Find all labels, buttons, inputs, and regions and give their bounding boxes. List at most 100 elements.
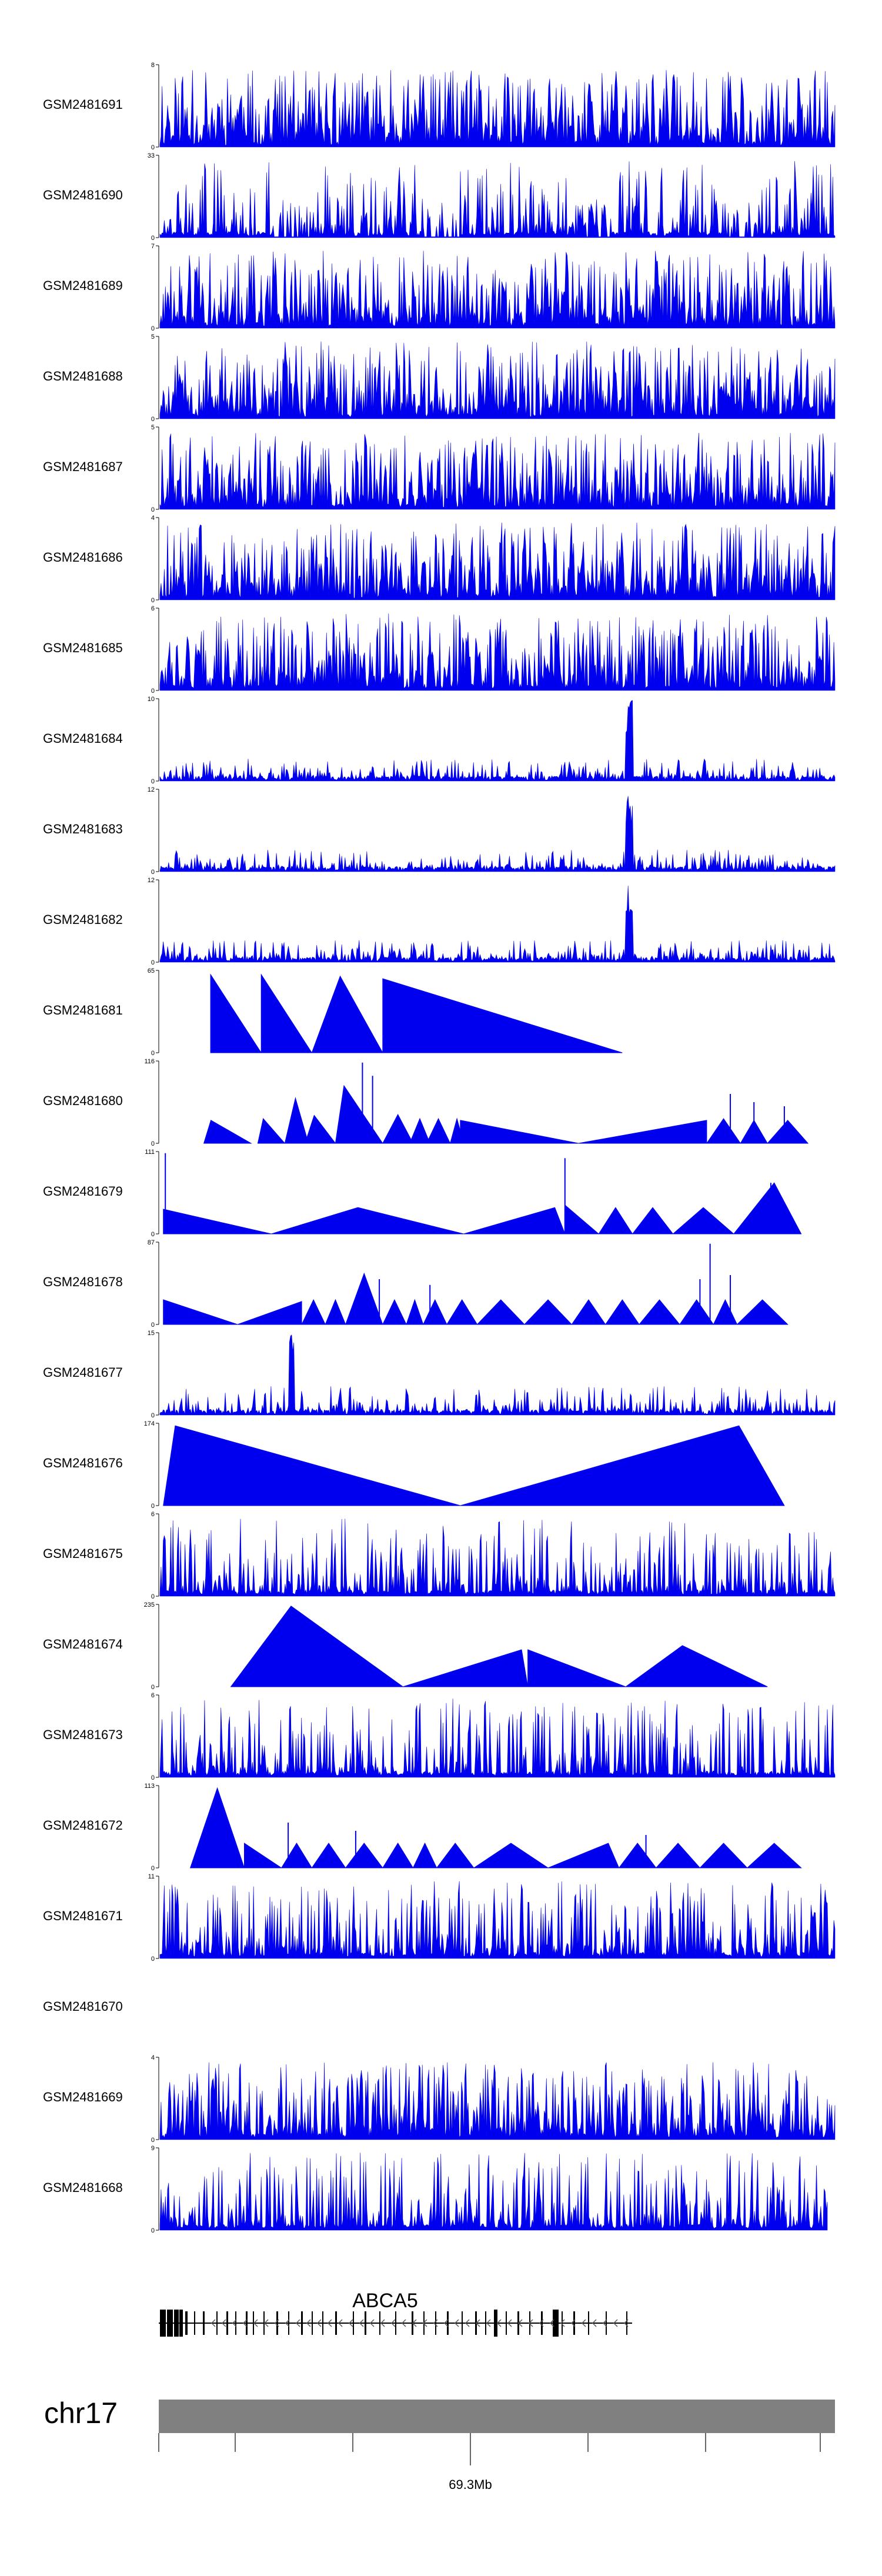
y-tick-label-zero: 0	[151, 688, 155, 695]
gene-exon	[588, 2311, 589, 2335]
signal-peak	[163, 1299, 238, 1325]
track-label: GSM2481670	[43, 1999, 123, 2014]
y-tick-label-max: 116	[144, 1058, 155, 1065]
track-label: GSM2481672	[43, 1818, 123, 1833]
signal-coverage	[159, 251, 836, 329]
strand-arrow	[253, 2319, 258, 2327]
gene-exon	[379, 2311, 380, 2335]
strand-arrow	[517, 2319, 523, 2327]
signal-coverage	[159, 2153, 828, 2231]
signal-peak	[547, 1843, 620, 1868]
signal-peak	[403, 1649, 529, 1687]
track-GSM2481684: GSM2481684 10 0	[43, 696, 836, 785]
signal-peak	[463, 1207, 566, 1234]
y-tick-label-zero: 0	[151, 959, 155, 966]
signal-coverage	[159, 1881, 836, 1959]
track-GSM2481688: GSM2481688 5 0	[43, 333, 836, 423]
signal-peak	[476, 1299, 526, 1325]
signal-coverage	[159, 1519, 836, 1597]
signal-peak	[382, 1299, 407, 1325]
strand-arrow	[338, 2319, 343, 2327]
track-GSM2481683: GSM2481683 12 0	[43, 786, 836, 876]
signal-coverage	[159, 341, 836, 419]
signal-peak	[325, 1299, 346, 1325]
track-GSM2481671: GSM2481671 11 0	[43, 1873, 836, 1963]
gene-exon	[335, 2311, 337, 2335]
signal-peak	[409, 1117, 430, 1144]
strand-arrow	[623, 2319, 629, 2327]
gene-exon	[312, 2311, 313, 2335]
gene-exon	[365, 2311, 366, 2335]
ideogram-track: chr17 69.3Mb	[44, 2397, 835, 2492]
signal-peak	[679, 1299, 714, 1325]
gene-exon	[216, 2311, 218, 2335]
signal-peak	[733, 1182, 802, 1234]
track-label: GSM2481682	[43, 912, 123, 927]
y-tick-label-zero: 0	[151, 2227, 155, 2234]
track-label: GSM2481676	[43, 1456, 123, 1470]
track-label: GSM2481668	[43, 2180, 123, 2195]
signal-peak	[345, 1272, 383, 1325]
y-tick-label-max: 33	[148, 152, 155, 159]
signal-peak	[301, 1299, 326, 1325]
y-tick-label-max: 5	[151, 424, 155, 431]
signal-peak	[203, 1120, 252, 1144]
gene-exon	[435, 2311, 436, 2335]
strand-arrow	[507, 2319, 512, 2327]
strand-arrow	[592, 2319, 597, 2327]
signal-peak	[618, 1843, 657, 1868]
signal-peak	[699, 1843, 748, 1868]
y-tick-label-zero: 0	[151, 1140, 155, 1147]
track-GSM2481679: GSM2481679 111 0	[43, 1149, 802, 1238]
y-tick-label-max: 174	[144, 1420, 155, 1427]
signal-peak	[460, 1120, 579, 1144]
strand-arrow	[401, 2319, 406, 2327]
y-tick-label-zero: 0	[151, 597, 155, 604]
gene-exon	[562, 2311, 563, 2335]
y-tick-label-max: 5	[151, 333, 155, 341]
strand-arrow	[348, 2319, 353, 2327]
signal-peak	[460, 1425, 785, 1506]
track-label: GSM2481684	[43, 731, 123, 746]
track-label: GSM2481675	[43, 1546, 123, 1561]
track-label: GSM2481679	[43, 1184, 123, 1199]
gene-label: ABCA5	[352, 2290, 418, 2312]
signal-peak	[311, 975, 383, 1053]
gene-exon	[553, 2310, 559, 2337]
signal-peak	[426, 1117, 451, 1144]
track-GSM2481690: GSM2481690 33 0	[43, 152, 836, 242]
strand-arrow	[380, 2319, 385, 2327]
signal-peak	[335, 1085, 383, 1144]
track-label: GSM2481688	[43, 369, 123, 383]
y-tick-label-max: 15	[148, 1330, 155, 1337]
signal-peak	[237, 1301, 302, 1325]
signal-peak	[230, 1606, 404, 1687]
y-tick-label-zero: 0	[151, 869, 155, 876]
track-GSM2481670: GSM2481670	[43, 1999, 123, 2014]
strand-arrow	[539, 2319, 544, 2327]
signal-peak	[163, 1209, 272, 1234]
signal-peak	[706, 1118, 741, 1144]
track-GSM2481681: GSM2481681 65 0	[43, 967, 623, 1057]
signal-peak	[655, 1843, 701, 1868]
signal-peak	[523, 1299, 573, 1325]
signal-peak	[412, 1842, 437, 1868]
track-GSM2481674: GSM2481674 235 0	[43, 1601, 768, 1691]
signal-peak	[163, 1425, 460, 1506]
track-label: GSM2481691	[43, 97, 123, 112]
signal-coverage	[159, 613, 836, 691]
gene-track: ABCA5	[159, 2290, 632, 2337]
gene-exon	[174, 2310, 179, 2337]
track-GSM2481669: GSM2481669 4 0	[43, 2054, 836, 2144]
track-label: GSM2481687	[43, 459, 123, 474]
gene-exon	[322, 2311, 323, 2335]
y-tick-label-zero: 0	[151, 506, 155, 513]
y-tick-label-max: 10	[148, 696, 155, 703]
gene-exon	[626, 2311, 627, 2335]
track-label: GSM2481678	[43, 1274, 123, 1289]
signal-peak	[713, 1299, 738, 1325]
y-tick-label-zero: 0	[151, 144, 155, 151]
signal-peak	[305, 1115, 336, 1144]
strand-arrow	[613, 2319, 618, 2327]
